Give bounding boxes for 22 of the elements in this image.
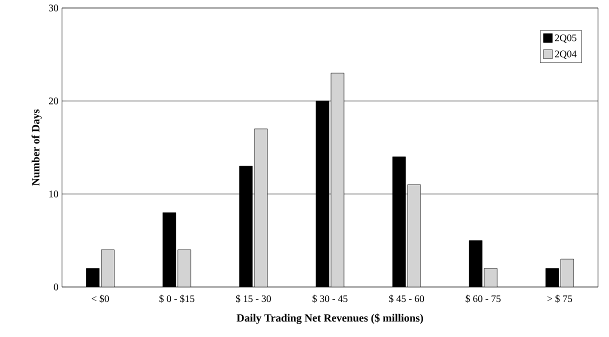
- x-tick-label: < $0: [92, 294, 109, 303]
- x-tick-label: $ 30 - 45: [312, 294, 348, 303]
- y-tick-label: 0: [54, 284, 58, 290]
- legend-label: 2Q04: [555, 50, 577, 59]
- bar: [254, 128, 268, 287]
- bar: [407, 184, 421, 287]
- bar: [560, 258, 574, 287]
- x-tick-label: $ 45 - 60: [389, 294, 424, 303]
- bar: [484, 268, 498, 287]
- y-tick-label: 20: [48, 98, 58, 104]
- x-tick-label: $ 0 - $15: [159, 294, 194, 303]
- x-tick-label: $ 15 - 30: [236, 294, 271, 303]
- y-tick-label: 10: [49, 190, 58, 198]
- x-tick-label: $ 60 - 75: [466, 294, 501, 303]
- bar: [330, 72, 344, 287]
- x-axis-title: Daily Trading Net Revenues ($ millions): [236, 314, 424, 324]
- y-axis-title: Number of Days: [32, 109, 42, 186]
- y-tick-label: 30: [49, 4, 58, 12]
- legend-label: 2Q05: [555, 34, 576, 43]
- bar: [101, 250, 114, 287]
- bar: [178, 250, 192, 287]
- x-tick-label: > $ 75: [547, 294, 572, 303]
